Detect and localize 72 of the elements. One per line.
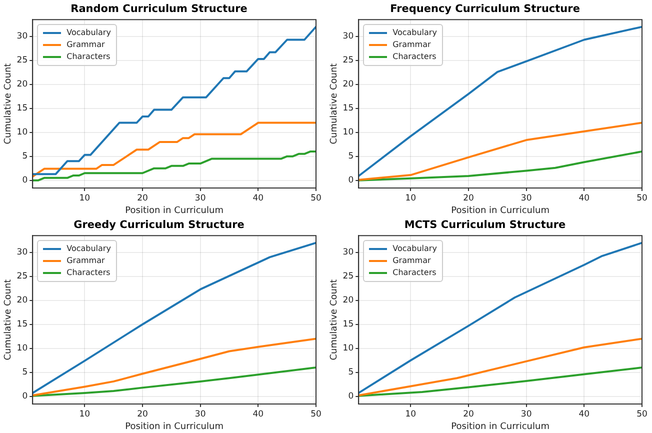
legend-label: Grammar [392,254,431,267]
legend-label: Characters [392,266,436,279]
x-tick-label: 30 [520,193,532,204]
y-tick-label: 5 [348,368,354,378]
x-tick-label: 10 [405,193,416,204]
y-tick-label: 20 [16,296,28,306]
x-tick-label: 30 [194,193,206,204]
y-tick-label: 0 [348,392,354,402]
x-tick-label: 40 [252,409,264,420]
y-tick-label: 30 [342,32,354,42]
y-tick-label: 30 [342,248,354,258]
x-tick-label: 50 [636,409,648,420]
legend-label: Characters [66,50,110,63]
x-tick-label: 50 [636,193,648,204]
x-tick-label: 30 [520,409,532,420]
y-tick-label: 5 [22,152,28,162]
x-tick-label: 10 [79,409,90,420]
y-tick-label: 25 [16,272,28,282]
x-axis-title: Position in Curriculum [125,422,224,432]
legend-label: Vocabulary [392,242,437,255]
y-tick-label: 10 [16,344,28,354]
y-tick-label: 0 [348,176,354,186]
y-tick-label: 20 [16,80,28,90]
legend-label: Characters [392,50,436,63]
y-tick-label: 5 [22,368,28,378]
x-tick-label: 40 [578,193,590,204]
legend-label: Characters [66,266,110,279]
chart-title: Frequency Curriculum Structure [390,3,580,16]
y-tick-label: 30 [16,248,28,258]
x-axis-title: Position in Curriculum [451,422,550,432]
y-tick-label: 0 [22,392,28,402]
chart-title: Random Curriculum Structure [70,3,248,16]
x-axis-title: Position in Curriculum [125,206,224,216]
chart-title: Greedy Curriculum Structure [74,219,244,232]
x-tick-label: 10 [79,193,90,204]
y-tick-label: 5 [348,152,354,162]
x-tick-label: 10 [405,409,416,420]
y-tick-label: 15 [16,320,28,330]
y-tick-label: 10 [342,128,354,138]
legend-label: Vocabulary [66,242,111,255]
x-tick-label: 30 [194,409,206,420]
y-axis-title: Cumulative Count [330,62,340,144]
chart-title: MCTS Curriculum Structure [404,219,566,232]
x-tick-label: 40 [578,409,590,420]
legend-label: Vocabulary [66,26,111,39]
x-tick-label: 20 [463,409,474,420]
y-axis-title: Cumulative Count [330,278,340,360]
x-tick-label: 50 [310,409,322,420]
y-tick-label: 15 [342,104,354,114]
y-tick-label: 10 [342,344,354,354]
y-tick-label: 10 [16,128,28,138]
y-tick-label: 20 [342,296,354,306]
legend-label: Grammar [66,254,105,267]
y-tick-label: 25 [342,56,354,66]
x-tick-label: 20 [463,193,474,204]
y-tick-label: 25 [342,272,354,282]
legend-label: Grammar [392,38,431,51]
legend-label: Grammar [66,38,105,51]
x-tick-label: 20 [137,409,148,420]
y-tick-label: 20 [342,80,354,90]
y-axis-title: Cumulative Count [4,62,14,144]
y-tick-label: 0 [22,176,28,186]
x-axis-title: Position in Curriculum [451,206,550,216]
x-tick-label: 50 [310,193,322,204]
y-tick-label: 30 [16,32,28,42]
x-tick-label: 20 [137,193,148,204]
y-tick-label: 15 [342,320,354,330]
x-tick-label: 40 [252,193,264,204]
y-tick-label: 25 [16,56,28,66]
y-axis-title: Cumulative Count [4,278,14,360]
y-tick-label: 15 [16,104,28,114]
legend-label: Vocabulary [392,26,437,39]
